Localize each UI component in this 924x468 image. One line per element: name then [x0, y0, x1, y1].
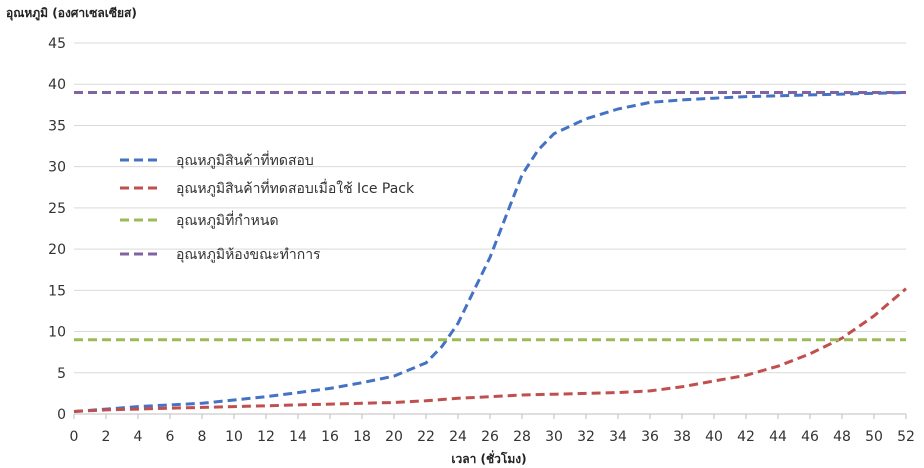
x-tick-label: 52: [897, 429, 915, 445]
x-tick-labels: 0 2 4 6 8 10 12 14 16 18 20 22 24 26 28 30 32 34 36 38 40 42 4…: [70, 429, 915, 445]
x-tick-label: 26: [481, 429, 499, 445]
x-tick-label: 16: [321, 429, 339, 445]
y-tick-label: 30: [48, 160, 66, 176]
y-tick-label: 45: [48, 36, 66, 52]
legend-label: อุณหภูมิที่กำหนด: [176, 211, 279, 229]
x-tick-label: 50: [865, 429, 883, 445]
legend: อุณหภูมิสินค้าที่ทดสอบอุณหภูมิสินค้าที่ท…: [120, 151, 415, 263]
x-tick-label: 8: [198, 429, 207, 445]
x-tick-label: 2: [102, 429, 111, 445]
legend-label: อุณหภูมิสินค้าที่ทดสอบ: [176, 151, 314, 169]
x-tick-label: 28: [513, 429, 531, 445]
x-tick-label: 4: [134, 429, 143, 445]
x-tick-label: 48: [833, 429, 851, 445]
x-tick-label: 32: [577, 429, 595, 445]
x-tick-label: 0: [70, 429, 79, 445]
y-tick-label: 40: [48, 77, 66, 93]
series-line-1: [73, 91, 907, 413]
x-tick-label: 34: [609, 429, 627, 445]
y-axis-title: อุณหภูมิ (องศาเซลเซียส): [6, 6, 137, 21]
x-tick-label: 42: [737, 429, 755, 445]
x-tick-label: 12: [257, 429, 275, 445]
series-lines: [73, 91, 907, 413]
axes: [73, 413, 907, 419]
x-tick-label: 22: [417, 429, 435, 445]
y-tick-label: 20: [48, 242, 66, 258]
x-axis-title: เวลา (ชั่วโมง): [451, 450, 526, 466]
x-tick-label: 14: [289, 429, 307, 445]
x-tick-label: 44: [769, 429, 787, 445]
y-tick-label: 0: [57, 407, 66, 423]
x-tick-label: 10: [225, 429, 243, 445]
x-tick-label: 38: [673, 429, 691, 445]
y-tick-labels: 0 5 10 15 20 25 30 35 40 45: [48, 36, 66, 423]
x-tick-label: 20: [385, 429, 403, 445]
x-tick-label: 40: [705, 429, 723, 445]
x-tick-label: 46: [801, 429, 819, 445]
x-tick-label: 36: [641, 429, 659, 445]
gridlines: [74, 42, 906, 374]
y-tick-label: 5: [57, 366, 66, 382]
y-tick-label: 15: [48, 283, 66, 299]
y-tick-label: 25: [48, 201, 66, 217]
y-tick-label: 35: [48, 118, 66, 134]
legend-label: อุณหภูมิห้องขณะทำการ: [176, 247, 321, 263]
series-line-2: [73, 287, 907, 413]
legend-label: อุณหภูมิสินค้าที่ทดสอบเมื่อใช้ Ice Pack: [176, 179, 415, 197]
x-tick-label: 6: [166, 429, 175, 445]
x-tick-label: 30: [545, 429, 563, 445]
x-tick-label: 18: [353, 429, 371, 445]
x-tick-label: 24: [449, 429, 467, 445]
y-tick-label: 10: [48, 325, 66, 341]
